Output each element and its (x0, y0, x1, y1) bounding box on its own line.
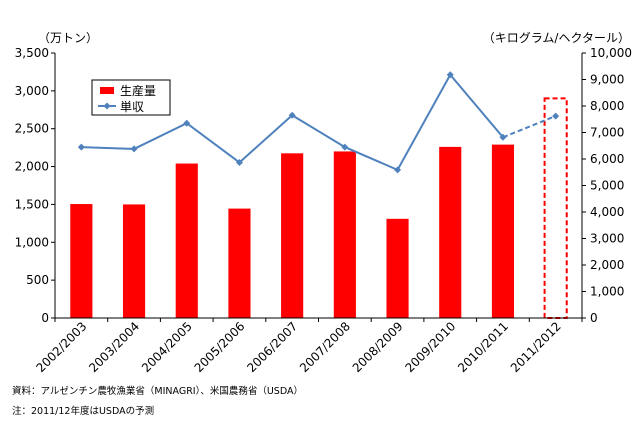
right-tick-label: 4,000 (590, 205, 624, 219)
production-bar (333, 151, 356, 318)
legend: 生産量 単収 (91, 79, 171, 116)
production-bar (281, 153, 304, 318)
right-tick-label: 10,000 (590, 46, 632, 60)
left-tick-label: 1,500 (15, 197, 49, 211)
right-axis-unit: （キログラム/ヘクタール） (483, 31, 630, 45)
legend-label-yield: 単収 (120, 100, 144, 114)
yield-point (288, 111, 296, 119)
category-label: 2006/2007 (244, 319, 300, 375)
yield-point (77, 143, 85, 151)
left-tick-label: 3,000 (15, 84, 49, 98)
right-tick-label: 9,000 (590, 73, 624, 87)
right-tick-label: 7,000 (590, 126, 624, 140)
right-tick-label: 3,000 (590, 232, 624, 246)
production-bar (439, 146, 462, 318)
category-label: 2010/2011 (455, 319, 511, 375)
yield-point (235, 158, 243, 166)
legend-swatch-production (100, 87, 114, 94)
left-tick-label: 500 (26, 273, 49, 287)
category-label: 2007/2008 (297, 319, 353, 375)
left-tick-label: 2,000 (15, 160, 49, 174)
right-tick-label: 2,000 (590, 258, 624, 272)
right-tick-label: 1,000 (590, 285, 624, 299)
legend-label-production: 生産量 (120, 83, 156, 98)
category-label: 2005/2006 (192, 319, 248, 375)
source-note: 資料：アルゼンチン農牧漁業省（MINAGRI）、米国農務省（USDA） (12, 386, 303, 397)
category-label: 2008/2009 (350, 319, 406, 375)
category-label: 2004/2005 (139, 319, 195, 375)
yield-line-forecast (502, 115, 557, 139)
yield-point (446, 71, 454, 79)
category-label: 2002/2003 (34, 319, 90, 375)
yield-point (130, 145, 138, 153)
production-forecast-box (543, 97, 568, 319)
right-tick-label: 0 (590, 311, 598, 325)
yield-line (77, 71, 560, 174)
category-labels: 2002/20032003/20042004/20052005/20062006… (34, 319, 564, 375)
category-label: 2009/2010 (402, 319, 458, 375)
category-label: 2003/2004 (86, 319, 142, 375)
category-label: 2011/2012 (508, 319, 564, 375)
left-tick-label: 0 (41, 311, 49, 325)
left-tick-label: 3,500 (15, 46, 49, 60)
production-bar (175, 163, 198, 318)
yield-point (394, 166, 402, 174)
forecast-note: 注：2011/12年度はUSDAの予測 (12, 406, 155, 417)
production-bars (70, 97, 568, 319)
production-bar (70, 204, 93, 318)
production-bar (122, 204, 146, 318)
legend-swatch-yield-marker (103, 102, 111, 110)
production-bar (228, 208, 251, 318)
production-bar (386, 218, 409, 318)
legend-box (91, 79, 171, 116)
yield-point (341, 143, 349, 151)
right-tick-label: 6,000 (590, 152, 624, 166)
production-yield-chart: 0 500 1,000 1,500 2,000 2,500 3,000 3,500 0 1,00… (15, 31, 632, 375)
axes (54, 53, 583, 322)
yield-point (183, 119, 191, 127)
right-tick-label: 5,000 (590, 179, 624, 193)
left-tick-label: 2,500 (15, 122, 49, 136)
left-tick-label: 1,000 (15, 235, 49, 249)
production-bar (491, 144, 515, 318)
yield-point (552, 112, 560, 120)
yield-point (499, 133, 507, 141)
right-axis-ticks: 0 1,000 2,000 3,000 4,000 5,000 6,000 7,000 8,00… (582, 46, 632, 325)
left-axis-unit: （万トン） (38, 31, 98, 45)
left-axis-ticks: 0 500 1,000 1,500 2,000 2,500 3,000 3,500 (15, 46, 55, 325)
right-tick-label: 8,000 (590, 99, 624, 113)
